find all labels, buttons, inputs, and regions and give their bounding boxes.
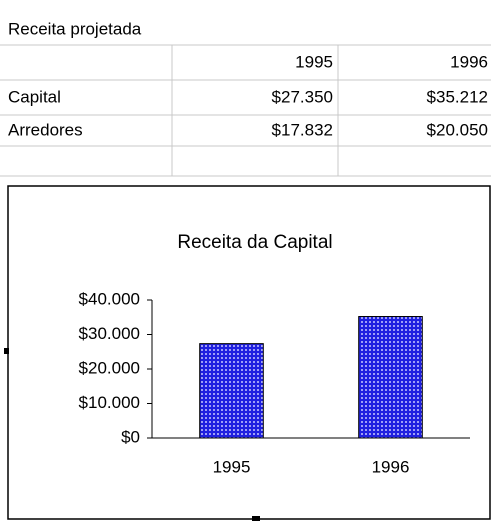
chart-title: Receita da Capital — [177, 232, 332, 253]
header-cell: 1996 — [450, 52, 488, 71]
row-label: Capital — [8, 87, 61, 106]
cell: $27.350 — [272, 87, 333, 106]
y-tick-label: $0 — [121, 427, 140, 446]
y-tick-label: $10.000 — [79, 393, 140, 412]
x-tick-label: 1995 — [213, 457, 251, 476]
header-cell: 1995 — [295, 52, 333, 71]
sheet-title: Receita projetada — [8, 19, 142, 38]
handle — [4, 348, 9, 354]
y-tick-label: $40.000 — [79, 289, 140, 308]
cell: $35.212 — [427, 87, 488, 106]
x-tick-label: 1996 — [372, 457, 410, 476]
bar — [199, 343, 264, 439]
bar — [358, 316, 423, 439]
cell: $20.050 — [427, 120, 488, 139]
cell: $17.832 — [272, 120, 333, 139]
y-tick-label: $20.000 — [79, 358, 140, 377]
y-tick-label: $30.000 — [79, 324, 140, 343]
handle — [252, 516, 260, 521]
row-label: Arredores — [8, 120, 83, 139]
sheet: Receita projetada 1995 1996 Capital $27.… — [0, 19, 491, 177]
